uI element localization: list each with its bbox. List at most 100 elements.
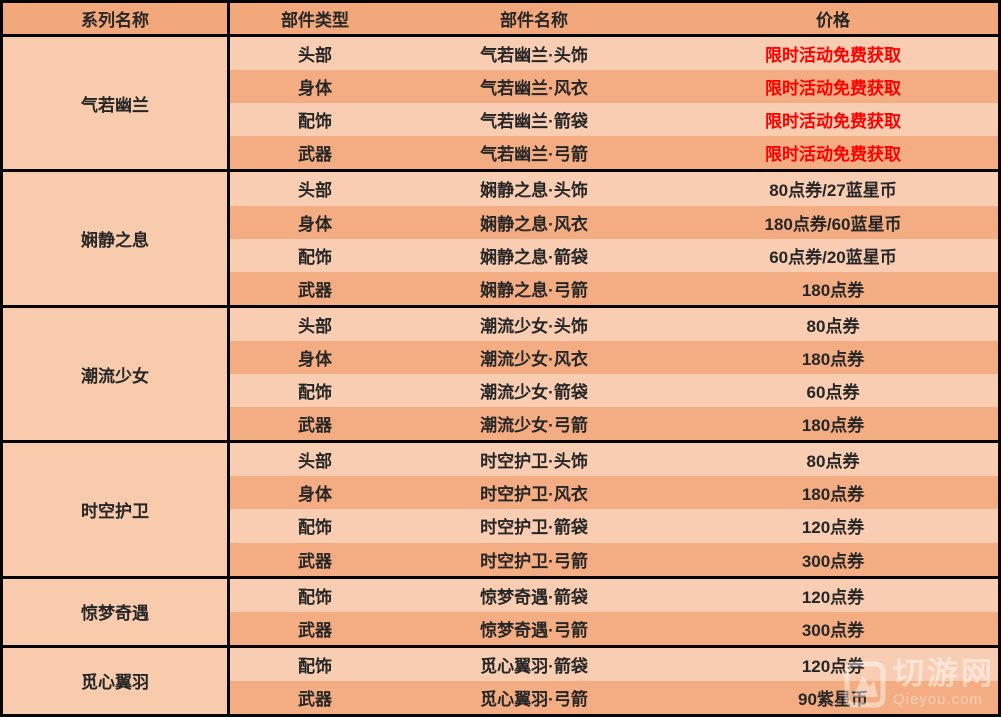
price-cell: 180点券 xyxy=(801,485,865,505)
part-type-cell: 武器 xyxy=(298,551,332,571)
series-group: 潮流少女 头部 潮流少女·头饰 80点券 身体 潮流少女·风衣 180点券 配饰 潮流少女·箭袋… xyxy=(3,307,998,444)
price-cell: 限时活动免费获取 xyxy=(765,79,901,99)
group-rows: 配饰 觅心翼羽·箭袋 120点券武器 觅心翼羽·弓箭 90紫星币 xyxy=(230,647,998,714)
part-name-cell: 气若幽兰·风衣 xyxy=(480,79,588,99)
part-type-cell: 配饰 xyxy=(298,112,332,132)
part-name-cell: 觅心翼羽·箭袋 xyxy=(480,656,588,676)
part-type-cell: 头部 xyxy=(298,452,332,472)
table-row: 配饰 惊梦奇遇·箭袋 120点券 xyxy=(230,578,998,612)
price-cell: 180点券 xyxy=(801,280,865,300)
part-type-cell: 头部 xyxy=(298,46,332,66)
table-row: 武器 气若幽兰·弓箭 限时活动免费获取 xyxy=(230,136,998,170)
series-name-cell: 觅心翼羽 xyxy=(3,647,230,714)
part-type-cell: 身体 xyxy=(298,349,332,369)
price-cell: 120点券 xyxy=(801,587,865,607)
series-group: 觅心翼羽 配饰 觅心翼羽·箭袋 120点券武器 觅心翼羽·弓箭 90紫星币 xyxy=(3,647,998,714)
header-price: 价格 xyxy=(816,11,850,30)
part-name-cell: 惊梦奇遇·箭袋 xyxy=(480,587,588,607)
part-type-cell: 武器 xyxy=(298,416,332,436)
part-name-cell: 惊梦奇遇·弓箭 xyxy=(480,620,588,640)
table-header-row: 系列名称 部件类型 部件名称 价格 xyxy=(3,3,998,37)
table-row: 武器 觅心翼羽·弓箭 90紫星币 xyxy=(230,680,998,714)
part-name-cell: 潮流少女·头饰 xyxy=(480,316,588,336)
part-name-cell: 潮流少女·风衣 xyxy=(480,349,588,369)
part-name-cell: 娴静之息·风衣 xyxy=(480,214,588,234)
group-rows: 配饰 惊梦奇遇·箭袋 120点券武器 惊梦奇遇·弓箭 300点券 xyxy=(230,578,998,645)
series-group: 惊梦奇遇 配饰 惊梦奇遇·箭袋 120点券武器 惊梦奇遇·弓箭 300点券 xyxy=(3,578,998,648)
price-cell: 300点券 xyxy=(801,620,865,640)
price-cell: 80点券 xyxy=(806,452,860,472)
part-type-cell: 武器 xyxy=(298,280,332,300)
part-type-cell: 身体 xyxy=(298,485,332,505)
header-series-name: 系列名称 xyxy=(3,3,230,34)
table-row: 身体 气若幽兰·风衣 限时活动免费获取 xyxy=(230,70,998,104)
part-name-cell: 潮流少女·箭袋 xyxy=(480,383,588,403)
table-row: 头部 时空护卫·头饰 80点券 xyxy=(230,443,998,477)
table-row: 身体 时空护卫·风衣 180点券 xyxy=(230,476,998,510)
group-rows: 头部 时空护卫·头饰 80点券身体 时空护卫·风衣 180点券配饰 时空护卫·箭袋 120点… xyxy=(230,443,998,576)
series-group: 气若幽兰 头部 气若幽兰·头饰 限时活动免费获取 身体 气若幽兰·风衣 限时活动免费获取 配饰… xyxy=(3,37,998,173)
table-row: 配饰 觅心翼羽·箭袋 120点券 xyxy=(230,647,998,681)
part-type-cell: 配饰 xyxy=(298,383,332,403)
table-row: 身体 潮流少女·风衣 180点券 xyxy=(230,340,998,375)
group-rows: 头部 娴静之息·头饰 80点券/27蓝星币身体 娴静之息·风衣 180点券/60蓝星币配… xyxy=(230,172,998,305)
price-cell: 180点券/60蓝星币 xyxy=(764,214,902,234)
table-row: 配饰 时空护卫·箭袋 120点券 xyxy=(230,509,998,543)
table-row: 武器 娴静之息·弓箭 180点券 xyxy=(230,271,998,305)
price-cell: 180点券 xyxy=(801,349,865,369)
price-cell: 80点券/27蓝星币 xyxy=(769,181,897,201)
price-cell: 限时活动免费获取 xyxy=(765,46,901,66)
header-part-name: 部件名称 xyxy=(500,11,568,30)
price-cell: 120点券 xyxy=(801,518,865,538)
part-name-cell: 时空护卫·风衣 xyxy=(480,485,588,505)
part-type-cell: 配饰 xyxy=(298,247,332,267)
series-group: 娴静之息 头部 娴静之息·头饰 80点券/27蓝星币身体 娴静之息·风衣 180点券/60… xyxy=(3,172,998,308)
part-name-cell: 时空护卫·头饰 xyxy=(480,452,588,472)
table-row: 头部 潮流少女·头饰 80点券 xyxy=(230,307,998,341)
price-cell: 80点券 xyxy=(806,316,860,336)
part-name-cell: 潮流少女·弓箭 xyxy=(480,416,588,436)
part-type-cell: 武器 xyxy=(298,620,332,640)
part-type-cell: 头部 xyxy=(298,316,332,336)
part-type-cell: 配饰 xyxy=(298,587,332,607)
part-type-cell: 身体 xyxy=(298,79,332,99)
table-row: 武器 惊梦奇遇·弓箭 300点券 xyxy=(230,611,998,645)
table-row: 配饰 娴静之息·箭袋 60点券/20蓝星币 xyxy=(230,238,998,272)
table-row: 头部 气若幽兰·头饰 限时活动免费获取 xyxy=(230,37,998,71)
part-type-cell: 身体 xyxy=(298,214,332,234)
part-name-cell: 娴静之息·头饰 xyxy=(480,181,588,201)
price-cell: 300点券 xyxy=(801,551,865,571)
price-cell: 90紫星币 xyxy=(798,689,868,709)
group-rows: 头部 潮流少女·头饰 80点券 身体 潮流少女·风衣 180点券 配饰 潮流少女·箭袋 60点券… xyxy=(230,307,998,441)
price-cell: 60点券 xyxy=(806,383,860,403)
series-name-cell: 惊梦奇遇 xyxy=(3,578,230,645)
series-group: 时空护卫 头部 时空护卫·头饰 80点券身体 时空护卫·风衣 180点券配饰 时空护卫·箭袋… xyxy=(3,443,998,579)
part-name-cell: 时空护卫·弓箭 xyxy=(480,551,588,571)
part-name-cell: 娴静之息·弓箭 xyxy=(480,280,588,300)
table-row: 头部 娴静之息·头饰 80点券/27蓝星币 xyxy=(230,172,998,206)
part-type-cell: 头部 xyxy=(298,181,332,201)
part-name-cell: 气若幽兰·箭袋 xyxy=(480,112,588,132)
part-name-cell: 娴静之息·箭袋 xyxy=(480,247,588,267)
series-name-cell: 潮流少女 xyxy=(3,307,230,441)
part-type-cell: 配饰 xyxy=(298,518,332,538)
part-name-cell: 时空护卫·箭袋 xyxy=(480,518,588,538)
price-cell: 60点券/20蓝星币 xyxy=(769,247,897,267)
price-cell: 120点券 xyxy=(801,656,865,676)
part-type-cell: 配饰 xyxy=(298,656,332,676)
part-name-cell: 气若幽兰·头饰 xyxy=(480,46,588,66)
table-row: 配饰 潮流少女·箭袋 60点券 xyxy=(230,374,998,408)
part-type-cell: 武器 xyxy=(298,145,332,165)
header-part-type: 部件类型 xyxy=(281,11,349,30)
table-row: 配饰 气若幽兰·箭袋 限时活动免费获取 xyxy=(230,103,998,137)
series-name-cell: 娴静之息 xyxy=(3,172,230,305)
price-cell: 限时活动免费获取 xyxy=(765,112,901,132)
part-type-cell: 武器 xyxy=(298,689,332,709)
group-rows: 头部 气若幽兰·头饰 限时活动免费获取 身体 气若幽兰·风衣 限时活动免费获取 配饰 气若幽兰… xyxy=(230,37,998,170)
table-row: 武器 潮流少女·弓箭 180点券 xyxy=(230,407,998,441)
price-cell: 180点券 xyxy=(801,416,865,436)
series-name-cell: 时空护卫 xyxy=(3,443,230,576)
table-row: 身体 娴静之息·风衣 180点券/60蓝星币 xyxy=(230,205,998,239)
part-name-cell: 觅心翼羽·弓箭 xyxy=(480,689,588,709)
